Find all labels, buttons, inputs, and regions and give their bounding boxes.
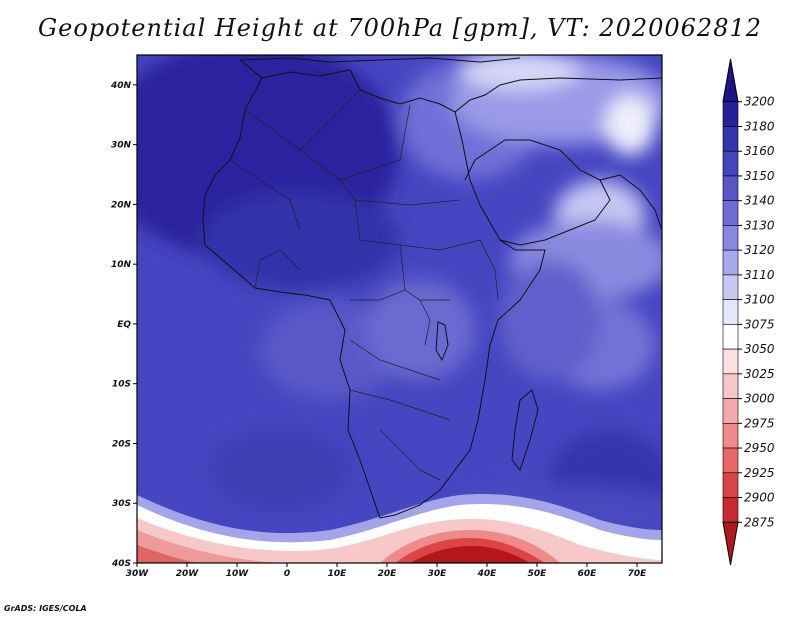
colorbar-swatch	[722, 101, 739, 127]
colorbar-label: 3140	[744, 194, 775, 208]
colorbar-label: 3200	[744, 95, 775, 109]
colorbar-label: 3180	[744, 119, 775, 133]
country-borders	[229, 89, 499, 481]
colorbar-swatch	[722, 398, 739, 424]
colorbar-max-triangle	[722, 58, 739, 103]
lat-tick-label: 30N	[111, 141, 132, 151]
colorbar-label: 2875	[744, 515, 775, 529]
colorbar-swatch	[722, 373, 739, 399]
lat-tick-label: 40S	[111, 559, 131, 569]
colorbar-label: 2900	[744, 491, 775, 505]
lon-tick-label: 10W	[226, 569, 250, 579]
colorbar-swatch	[722, 126, 739, 152]
lat-tick-label: 20N	[111, 200, 132, 210]
coastlines	[202, 57, 662, 519]
lat-tick-label: 10N	[111, 260, 132, 270]
lon-tick-label: 20E	[378, 569, 398, 579]
colorbar-label: 3120	[744, 243, 775, 257]
longitude-axis: 30W 20W 10W 0 10E 20E 30E 40E 50E 60E 70E	[126, 563, 647, 579]
colorbar: 3200 3180 3160 3150 3140 3130 3120 3110 3100 3075…	[722, 58, 775, 566]
lat-tick-label: 10S	[112, 380, 131, 390]
lon-tick-label: 0	[284, 569, 290, 579]
colorbar-label: 3150	[744, 169, 775, 183]
lon-tick-label: 40E	[477, 569, 498, 579]
colorbar-label: 3100	[744, 293, 775, 307]
colorbar-label: 3025	[744, 367, 775, 381]
lon-tick-label: 20W	[176, 569, 200, 579]
colorbar-label: 3110	[744, 268, 775, 282]
colorbar-swatch	[722, 423, 739, 449]
colorbar-label: 3130	[744, 218, 775, 232]
colorbar-swatch	[722, 150, 739, 177]
colorbar-swatch	[722, 225, 739, 251]
lon-tick-label: 70E	[628, 569, 648, 579]
colorbar-swatch	[722, 472, 739, 498]
lon-tick-label: 60E	[578, 569, 598, 579]
colorbar-label: 3000	[744, 392, 775, 406]
lat-tick-label: EQ	[117, 320, 131, 330]
colorbar-label: 3075	[744, 317, 775, 331]
colorbar-label: 2950	[744, 441, 775, 455]
colorbar-swatch	[722, 447, 739, 474]
colorbar-swatch	[722, 200, 739, 226]
colorbar-swatch	[722, 299, 739, 325]
colorbar-swatch	[722, 249, 739, 276]
colorbar-label: 3050	[744, 342, 775, 356]
lat-tick-label: 20S	[112, 439, 131, 449]
lat-tick-label: 30S	[112, 499, 131, 509]
colorbar-label: 2975	[744, 416, 775, 430]
lon-tick-label: 30W	[126, 569, 150, 579]
colorbar-swatch	[722, 274, 739, 300]
colorbar-min-triangle	[722, 521, 739, 566]
lat-tick-label: 40N	[110, 81, 132, 91]
map-title: Geopotential Height at 700hPa [gpm], VT:…	[38, 14, 762, 42]
lon-tick-label: 30E	[428, 569, 448, 579]
colorbar-swatch	[722, 348, 739, 375]
grads-credit-label: GrADS: IGES/COLA	[4, 604, 87, 613]
plot-frame	[136, 54, 663, 564]
colorbar-swatch	[722, 497, 739, 523]
colorbar-label: 2925	[744, 466, 775, 480]
lon-tick-label: 10E	[328, 569, 348, 579]
height-field	[137, 55, 662, 563]
colorbar-swatch	[722, 324, 739, 350]
latitude-axis: 40S 30S 20S 10S EQ 10N 20N 30N 40N	[110, 81, 137, 569]
lon-tick-label: 50E	[528, 569, 548, 579]
colorbar-swatch	[722, 175, 739, 201]
colorbar-label: 3160	[744, 144, 775, 158]
